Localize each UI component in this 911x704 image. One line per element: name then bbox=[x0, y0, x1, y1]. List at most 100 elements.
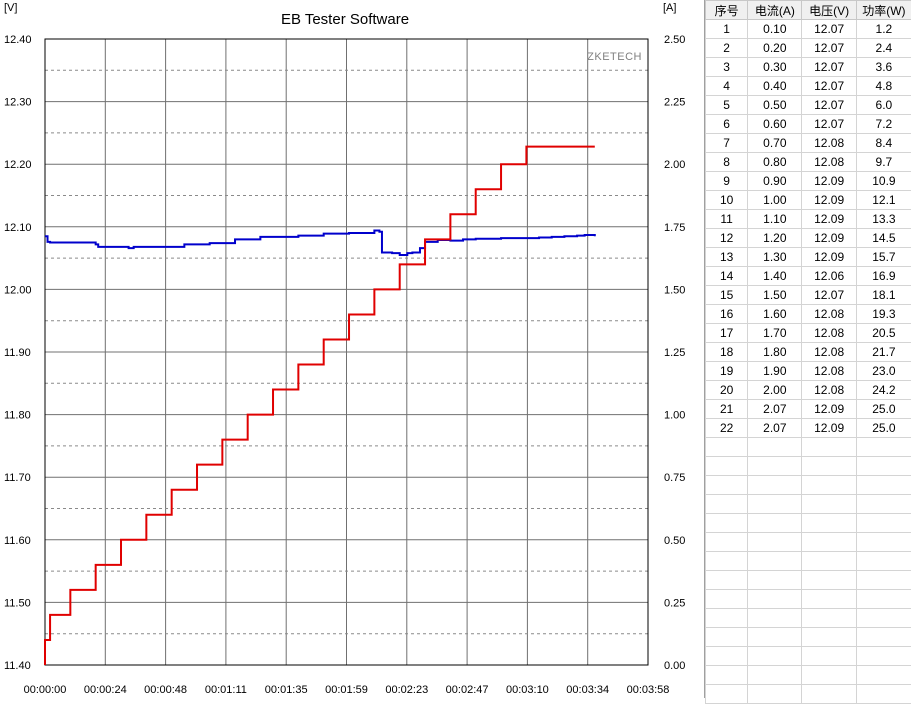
table-cell: 12.09 bbox=[802, 172, 856, 191]
table-cell: 13 bbox=[706, 248, 748, 267]
table-cell bbox=[856, 552, 911, 571]
table-cell bbox=[802, 666, 856, 685]
table-cell: 12.09 bbox=[802, 400, 856, 419]
x-tick-label: 00:01:11 bbox=[205, 684, 247, 696]
table-cell: 12.08 bbox=[802, 153, 856, 172]
table-row[interactable] bbox=[706, 438, 911, 457]
table-cell bbox=[748, 571, 802, 590]
x-tick-label: 00:00:48 bbox=[144, 684, 187, 696]
table-header-row: 序号 电流(A) 电压(V) 功率(W) bbox=[706, 1, 911, 20]
table-row[interactable] bbox=[706, 590, 911, 609]
table-cell: 0.90 bbox=[748, 172, 802, 191]
y-right-tick-label: 0.00 bbox=[664, 660, 685, 672]
table-row[interactable] bbox=[706, 457, 911, 476]
y-left-tick-label: 11.40 bbox=[4, 660, 31, 672]
y-left-tick-label: 12.40 bbox=[4, 34, 32, 46]
table-cell bbox=[856, 438, 911, 457]
table-row[interactable] bbox=[706, 476, 911, 495]
y-left-tick-label: 12.10 bbox=[4, 222, 32, 234]
table-cell bbox=[706, 514, 748, 533]
table-row[interactable] bbox=[706, 495, 911, 514]
table-cell: 1.50 bbox=[748, 286, 802, 305]
table-cell: 12.09 bbox=[802, 191, 856, 210]
table-cell: 16.9 bbox=[856, 267, 911, 286]
table-row[interactable] bbox=[706, 571, 911, 590]
table-row[interactable] bbox=[706, 666, 911, 685]
y-left-unit: [V] bbox=[4, 2, 17, 14]
table-cell bbox=[706, 609, 748, 628]
table-cell: 12.08 bbox=[802, 134, 856, 153]
col-header-current[interactable]: 电流(A) bbox=[748, 1, 802, 20]
table-cell bbox=[706, 666, 748, 685]
table-cell: 2 bbox=[706, 39, 748, 58]
table-cell bbox=[748, 685, 802, 704]
table-cell: 21 bbox=[706, 400, 748, 419]
y-left-tick-label: 11.90 bbox=[4, 347, 31, 359]
y-right-tick-label: 1.00 bbox=[664, 410, 685, 422]
table-cell: 12.08 bbox=[802, 324, 856, 343]
y-right-tick-label: 0.25 bbox=[664, 597, 685, 609]
table-row[interactable] bbox=[706, 514, 911, 533]
table-row[interactable] bbox=[706, 533, 911, 552]
voltage-series-line bbox=[45, 231, 595, 255]
table-cell: 1.60 bbox=[748, 305, 802, 324]
table-cell: 12.07 bbox=[802, 96, 856, 115]
table-row[interactable] bbox=[706, 628, 911, 647]
table-row[interactable] bbox=[706, 552, 911, 571]
y-right-tick-label: 0.75 bbox=[664, 472, 685, 484]
table-cell: 0.10 bbox=[748, 20, 802, 39]
table-cell: 12.07 bbox=[802, 39, 856, 58]
table-cell bbox=[706, 628, 748, 647]
table-row[interactable] bbox=[706, 647, 911, 666]
col-header-power[interactable]: 功率(W) bbox=[856, 1, 911, 20]
table-cell: 19.3 bbox=[856, 305, 911, 324]
table-cell bbox=[856, 628, 911, 647]
table-cell bbox=[802, 533, 856, 552]
table-cell: 0.80 bbox=[748, 153, 802, 172]
table-cell: 9.7 bbox=[856, 153, 911, 172]
y-left-tick-label: 11.50 bbox=[4, 597, 31, 609]
col-header-voltage[interactable]: 电压(V) bbox=[802, 1, 856, 20]
table-cell bbox=[802, 552, 856, 571]
table-cell bbox=[856, 495, 911, 514]
table-cell bbox=[856, 666, 911, 685]
table-row[interactable] bbox=[706, 685, 911, 704]
y-right-tick-label: 2.25 bbox=[664, 97, 685, 109]
y-right-unit: [A] bbox=[663, 2, 676, 14]
col-header-index[interactable]: 序号 bbox=[706, 1, 748, 20]
table-cell bbox=[706, 685, 748, 704]
y-left-tick-label: 12.30 bbox=[4, 97, 32, 109]
table-cell bbox=[802, 628, 856, 647]
table-cell: 12.06 bbox=[802, 267, 856, 286]
x-tick-label: 00:01:59 bbox=[325, 684, 368, 696]
table-cell bbox=[748, 590, 802, 609]
table-cell bbox=[802, 476, 856, 495]
table-cell: 21.7 bbox=[856, 343, 911, 362]
table-cell: 3.6 bbox=[856, 58, 911, 77]
table-cell bbox=[748, 438, 802, 457]
table-cell bbox=[748, 514, 802, 533]
table-row[interactable] bbox=[706, 609, 911, 628]
